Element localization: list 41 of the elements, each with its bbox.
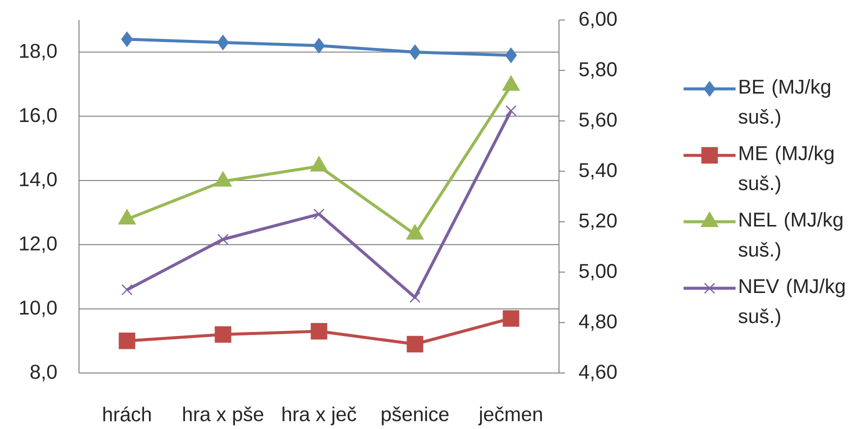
y2-tick-label: 5,20 — [579, 213, 617, 230]
x-tick-label: pšenice — [382, 406, 449, 426]
point — [214, 326, 232, 343]
x-tick-label: hra x pše — [183, 406, 264, 426]
x-tick-label: ječmen — [478, 406, 542, 426]
point — [409, 44, 421, 60]
x-tick-label: hrách — [103, 406, 151, 422]
y-tick-label: 16,0 — [20, 108, 57, 125]
point — [121, 284, 133, 296]
y-tick-label: 14,0 — [20, 172, 57, 189]
y2-tick-label: 6,00 — [580, 12, 617, 28]
point — [310, 156, 328, 172]
point — [502, 310, 520, 327]
point — [217, 234, 229, 245]
x-tick-label: hra x ječ — [282, 406, 356, 426]
point — [313, 38, 325, 54]
y2-tick-label: 5,80 — [579, 62, 617, 79]
legend-label: BE (MJ/kg suš.) — [738, 79, 830, 128]
y-tick-label: 12,0 — [20, 236, 57, 253]
point — [502, 75, 520, 91]
legend-label: NEL (MJ/kg suš.) — [738, 212, 842, 261]
point — [118, 332, 136, 350]
point — [313, 208, 325, 220]
y-tick-label: 18,0 — [20, 44, 57, 60]
point — [406, 336, 424, 352]
point — [214, 171, 232, 187]
point — [121, 32, 133, 47]
y2-tick-label: 5,00 — [579, 264, 617, 280]
point — [217, 34, 229, 50]
y2-tick-label: 4,60 — [578, 364, 617, 382]
legend-label: ME (MJ/kg suš.) — [738, 146, 834, 194]
point — [505, 48, 517, 64]
point — [409, 292, 421, 303]
point — [406, 224, 424, 240]
y-tick-label: 8,0 — [30, 364, 57, 382]
y2-tick-label: 5,60 — [579, 112, 617, 130]
y-tick-label: 10,0 — [20, 300, 57, 318]
point — [310, 323, 328, 340]
y2-tick-label: 5,40 — [579, 163, 617, 180]
legend-label: NEV (MJ/kg suš.) — [738, 278, 845, 328]
y2-tick-label: 4,80 — [578, 314, 617, 331]
